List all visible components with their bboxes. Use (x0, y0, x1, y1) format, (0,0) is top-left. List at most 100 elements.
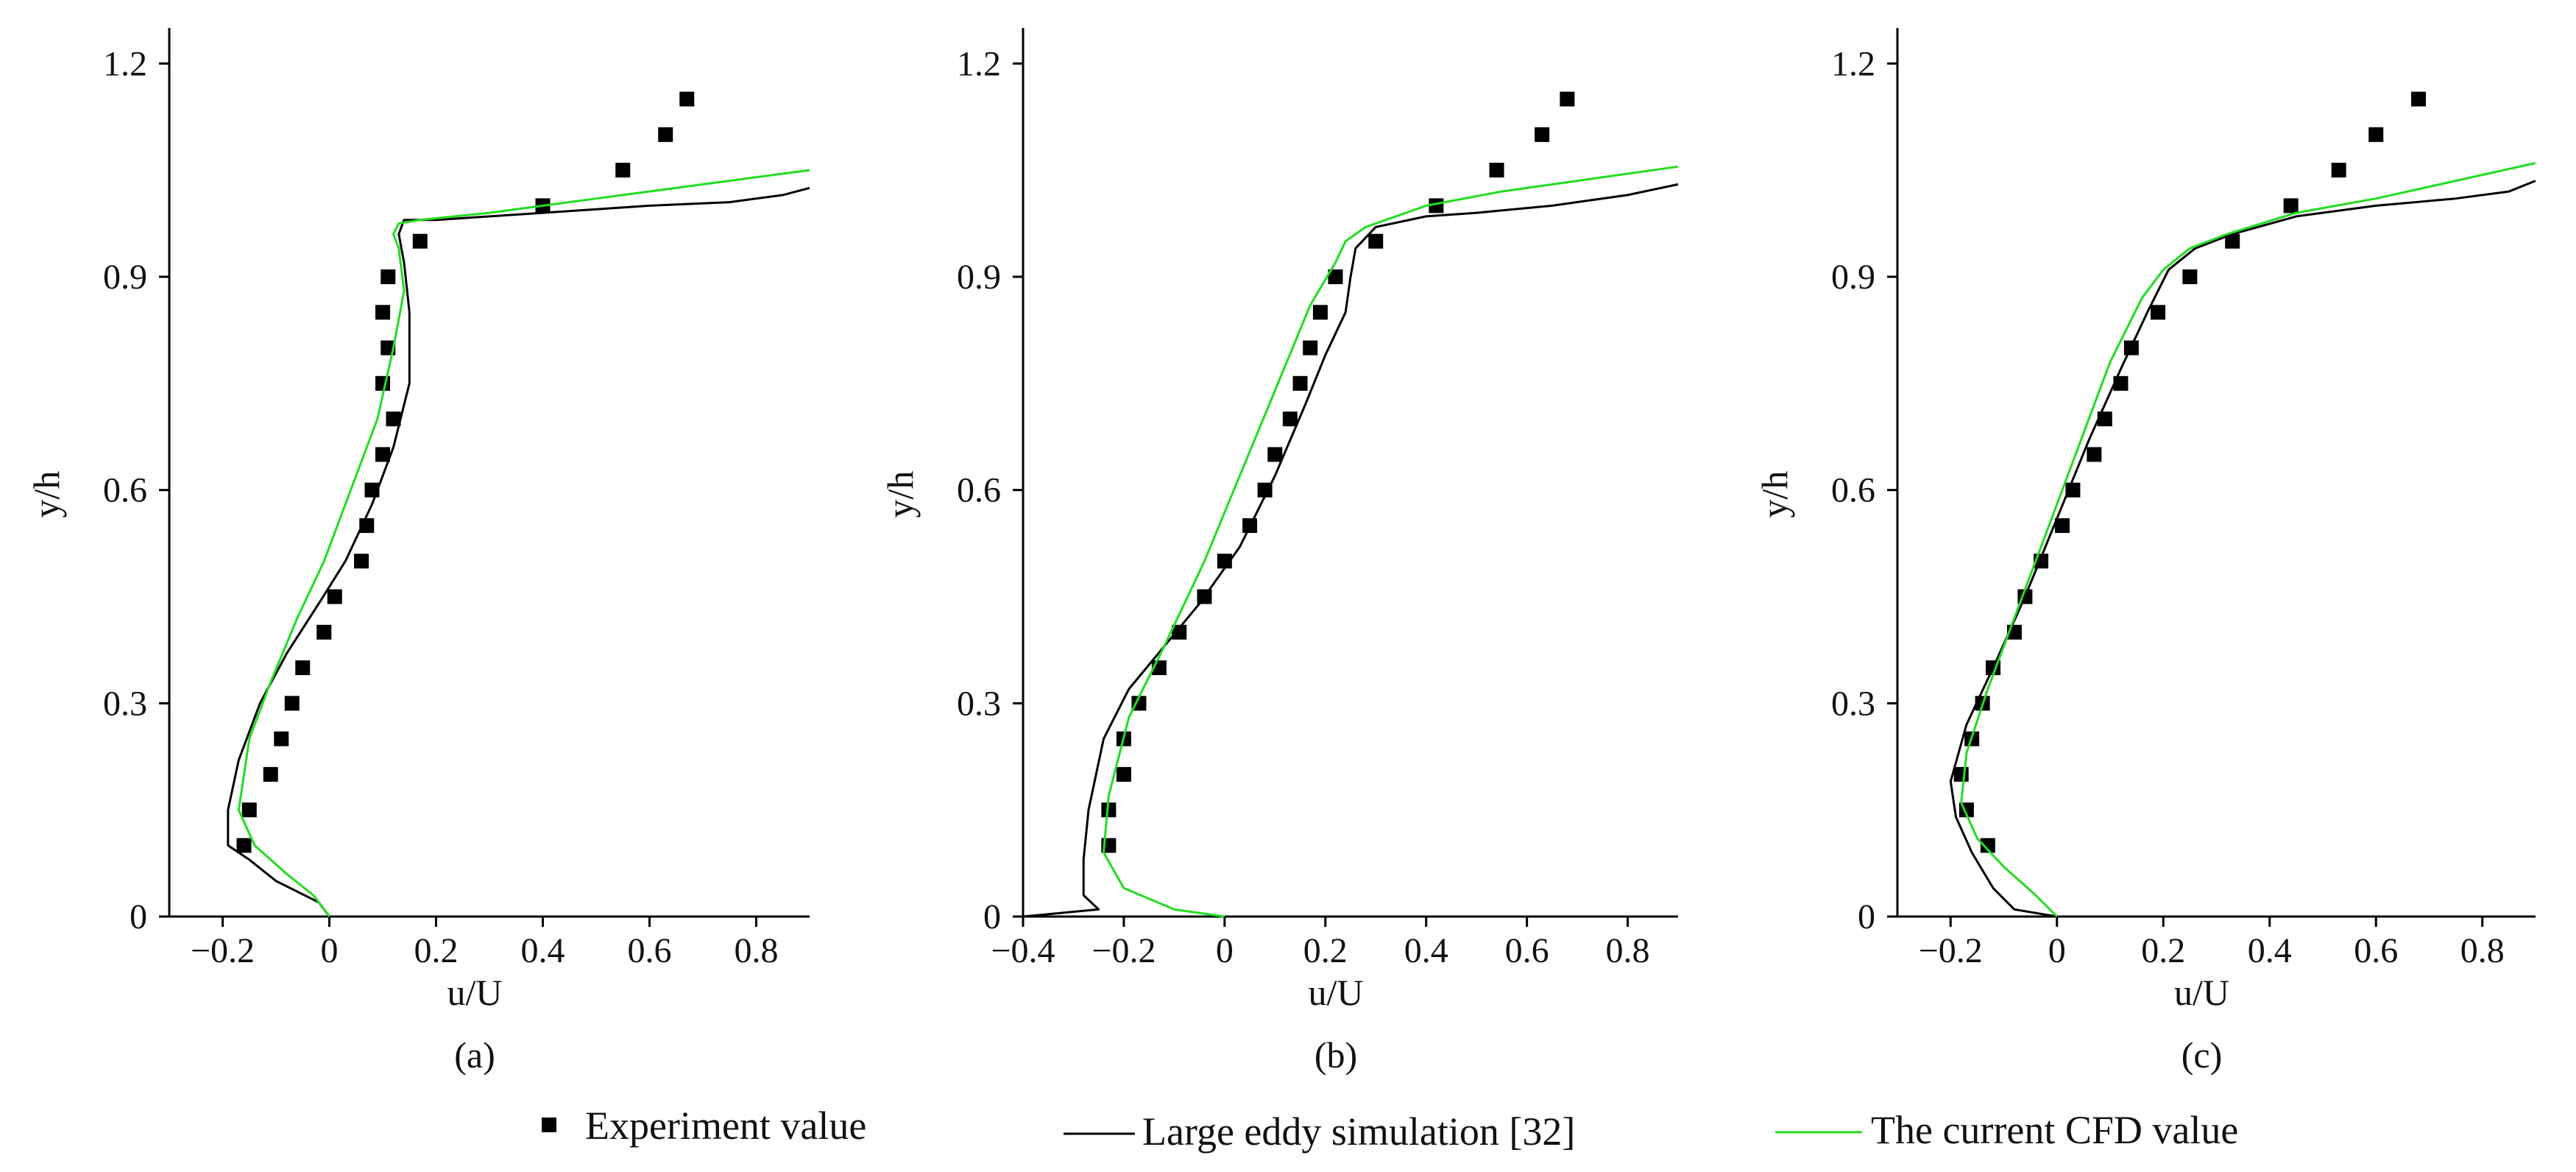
x-tick-label: 0.4 (1404, 931, 1448, 970)
legend-les-label: Large eddy simulation [32] (1142, 1109, 1575, 1154)
y-tick-label: 0 (983, 897, 1001, 936)
experiment-point (295, 660, 311, 676)
panel-c: −0.2 0 0.2 0.4 0.6 0.8 0 0.3 0.6 0.9 1.2 u/U y/h (c) (1754, 28, 2536, 1076)
x-tick-label: 0 (2048, 931, 2066, 970)
x-tick-label: −0.2 (1919, 931, 1983, 970)
experiment-point (375, 375, 390, 391)
experiment-point (1303, 340, 1318, 356)
y-axis-title: y/h (1754, 471, 1795, 518)
experiment-point (1101, 802, 1117, 818)
experiment-point (274, 731, 289, 746)
x-tick-label: 0 (1216, 931, 1234, 970)
legend-experiment-marker (542, 1118, 556, 1132)
experiment-point (2087, 447, 2102, 462)
y-tick-label: 0 (1858, 897, 1875, 936)
y-tick-label: 0.3 (103, 684, 147, 723)
experiment-point (658, 127, 673, 142)
y-tick-label: 0 (130, 897, 147, 936)
cfd-series-line (1103, 165, 1679, 918)
y-tick-label: 1.2 (957, 44, 1001, 83)
experiment-point (2054, 518, 2070, 533)
x-axis-title: u/U (1309, 972, 1364, 1013)
experiment-point (1267, 447, 1283, 462)
y-tick-label: 0.9 (103, 258, 147, 297)
y-tick-label: 0.6 (957, 471, 1001, 510)
experiment-point (1980, 838, 1995, 853)
cfd-series-line (237, 169, 810, 917)
experiment-point (1172, 624, 1187, 640)
les-series-line (227, 186, 810, 917)
legend-cfd-label: The current CFD value (1871, 1108, 2238, 1152)
experiment-point (1116, 766, 1131, 782)
experiment-point (615, 163, 631, 178)
panel-label: (a) (454, 1034, 495, 1076)
experiment-point (375, 447, 390, 462)
experiment-point (1292, 375, 1308, 391)
experiment-point (236, 838, 252, 853)
experiment-point (2225, 233, 2240, 249)
experiment-point (354, 554, 369, 569)
x-tick-label: 0.6 (2354, 931, 2398, 970)
x-tick-label: 0.4 (2248, 931, 2292, 970)
panel-a: −0.2 0 0.2 0.4 0.6 0.8 0 0.3 0.6 0.9 1.2 u/U y/h (a) (26, 28, 810, 1076)
y-tick-label: 1.2 (1831, 44, 1875, 83)
experiment-point (381, 269, 396, 284)
experiment-point (2331, 163, 2346, 178)
x-tick-label: −0.4 (991, 931, 1055, 970)
x-tick-label: 0.8 (735, 931, 779, 970)
experiment-point (1560, 91, 1575, 107)
cfd-series-line (1960, 162, 2536, 918)
experiment-point (1368, 233, 1384, 249)
experiment-point (375, 305, 390, 320)
experiment-point (241, 802, 257, 818)
experiment-point (284, 696, 300, 711)
experiment-point (412, 233, 428, 249)
x-tick-label: 0 (321, 931, 339, 970)
x-tick-label: −0.2 (191, 931, 255, 970)
x-tick-label: 0.4 (521, 931, 565, 970)
experiment-point (1312, 305, 1328, 320)
legend-experiment-label: Experiment value (585, 1104, 866, 1148)
x-tick-label: 0.8 (1606, 931, 1650, 970)
y-tick-label: 0.6 (1831, 471, 1875, 510)
x-tick-label: 0.2 (414, 931, 459, 970)
experiment-point (2151, 305, 2166, 320)
x-tick-label: 0.6 (628, 931, 672, 970)
y-tick-label: 0.9 (1831, 258, 1875, 297)
experiment-point (1535, 127, 1550, 142)
y-tick-label: 1.2 (103, 44, 147, 83)
experiment-point (1489, 163, 1504, 178)
experiment-point (316, 624, 332, 640)
panel-b: −0.4 −0.2 0 0.2 0.4 0.6 0.8 0 0.3 0.6 0.9 1.2 u/U y/h… (880, 28, 1679, 1076)
les-series-line (1949, 180, 2536, 918)
panel-label: (c) (2182, 1034, 2223, 1076)
x-tick-label: 0.2 (2141, 931, 2185, 970)
experiment-point (1282, 412, 1298, 427)
y-axis-title: y/h (880, 471, 921, 518)
experiment-point (2368, 127, 2384, 142)
y-tick-label: 0.3 (957, 684, 1001, 723)
experiment-point (1953, 766, 1969, 782)
experiment-point (327, 589, 342, 604)
y-axis-title: y/h (26, 471, 67, 518)
x-tick-label: 0.8 (2460, 931, 2505, 970)
experiment-point (2182, 269, 2198, 284)
x-tick-label: 0.6 (1505, 931, 1549, 970)
legend: Experiment value Large eddy simulation [… (542, 1104, 2238, 1154)
x-axis-title: u/U (447, 972, 503, 1013)
y-tick-label: 0.9 (957, 258, 1001, 297)
x-tick-label: −0.2 (1091, 931, 1156, 970)
panel-label: (b) (1314, 1034, 1357, 1076)
experiment-point (263, 766, 278, 782)
experiment-point (386, 412, 401, 427)
y-tick-label: 0.6 (103, 471, 147, 510)
les-series-line (1022, 183, 1679, 918)
experiment-point (2283, 198, 2299, 213)
x-tick-label: 0.2 (1303, 931, 1348, 970)
y-tick-label: 0.3 (1831, 684, 1875, 723)
experiment-point (679, 91, 695, 107)
experiment-point (2411, 91, 2427, 107)
x-axis-title: u/U (2174, 972, 2229, 1013)
experiment-point (1328, 269, 1343, 284)
